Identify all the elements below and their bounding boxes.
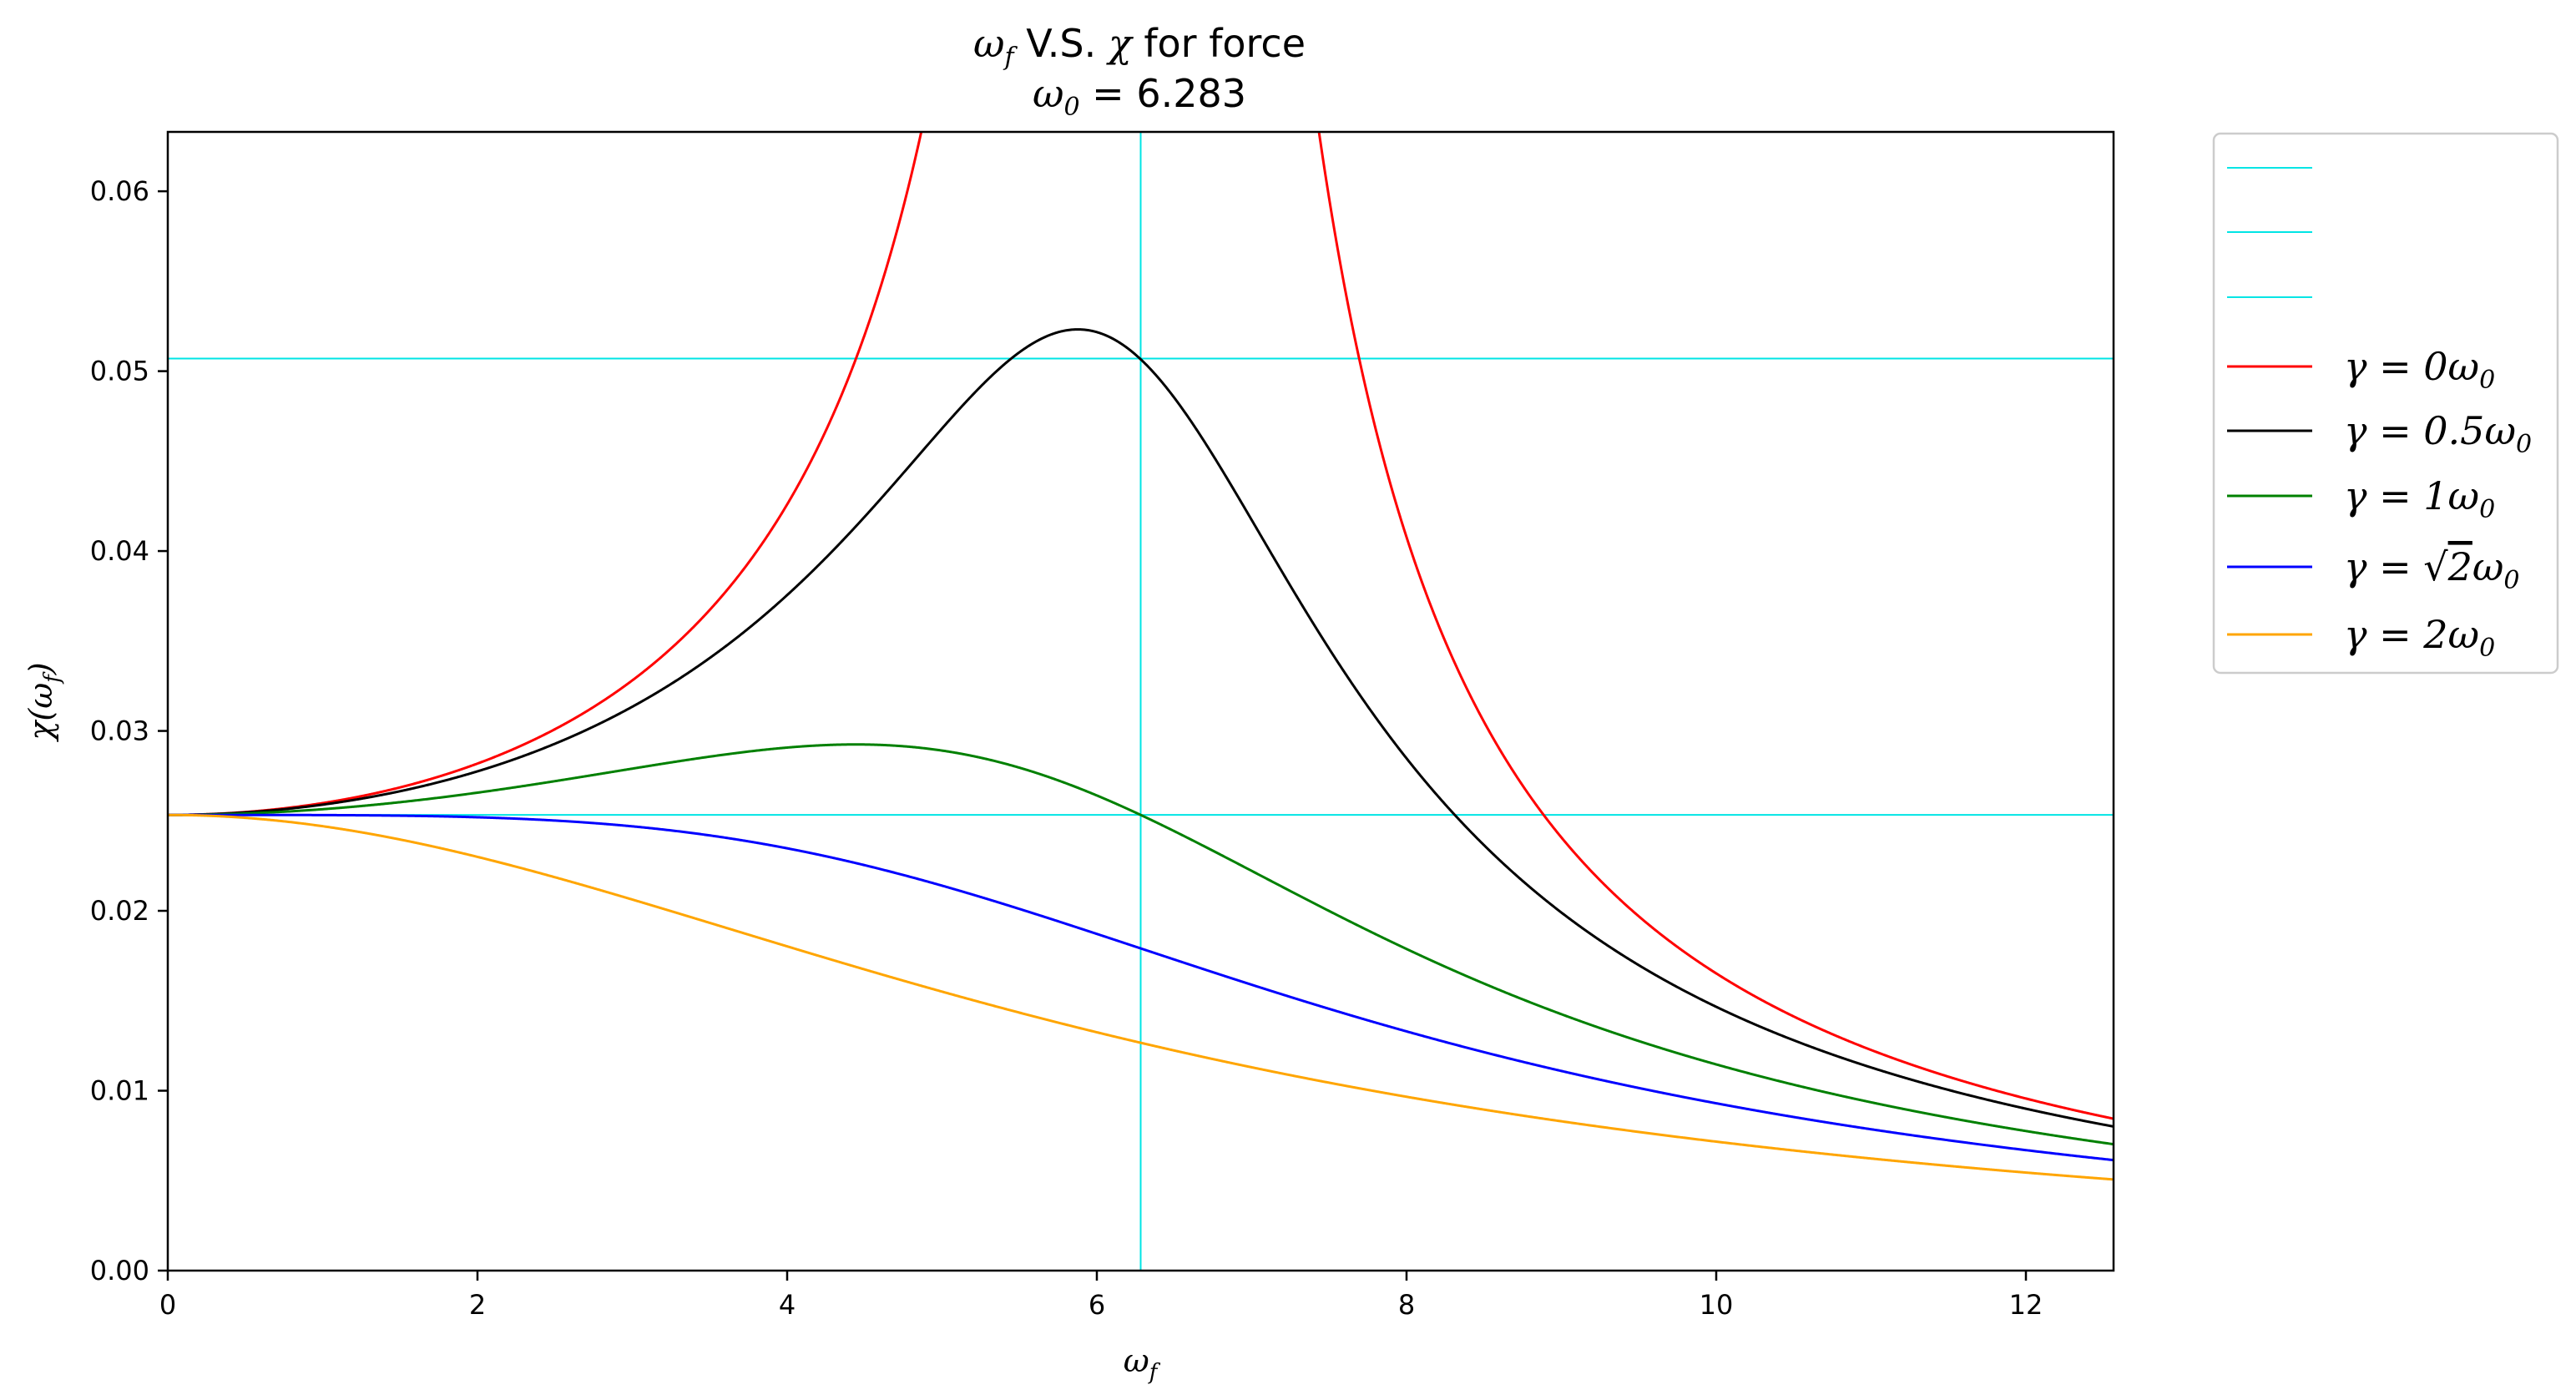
y-tick-label: 0.05 [90,356,149,387]
x-tick-label: 12 [2009,1289,2043,1321]
legend: γ = 0ω0 γ = 0.5ω0 γ = 1ω0 γ = √2ω0 γ = 2ω0 [2212,132,2559,675]
y-tick-label: 0.01 [90,1075,149,1107]
y-axis-ticks: 0.00 0.01 0.02 0.03 0.04 0.05 0.06 [90,175,168,1286]
legend-box [2212,132,2559,675]
x-tick-label: 2 [469,1289,486,1321]
series-line-4 [168,813,2114,1181]
x-tick-label: 8 [1398,1289,1415,1321]
legend-label-5: γ = 1ω0 [2344,473,2495,524]
legend-label-6: γ = √2ω0 [2344,544,2519,595]
y-tick-label: 0.00 [90,1255,149,1286]
legend-label-3: γ = 0ω0 [2344,344,2495,395]
y-tick-label: 0.03 [90,715,149,747]
series-lines [168,132,2114,1181]
y-tick-label: 0.02 [90,895,149,927]
y-tick-label: 0.06 [90,175,149,207]
series-line-1 [168,328,2114,1128]
legend-label-7: γ = 2ω0 [2344,612,2495,663]
chart-title-line1: ωf V.S. χ for force [973,21,1306,72]
chart-title-line2: ω0 = 6.283 [1033,71,1246,122]
y-axis-label: χ(ωf) [23,662,65,742]
series-line-3 [168,813,2114,1162]
series-line-2 [168,743,2114,1146]
x-tick-label: 4 [779,1289,796,1321]
x-tick-label: 6 [1088,1289,1105,1321]
x-axis-ticks: 0 2 4 6 8 10 12 [159,1271,2043,1321]
y-tick-label: 0.04 [90,535,149,567]
plot-frame [166,130,2115,1272]
x-tick-label: 0 [159,1289,176,1321]
legend-label-4: γ = 0.5ω0 [2344,408,2532,459]
x-tick-label: 10 [1700,1289,1734,1321]
